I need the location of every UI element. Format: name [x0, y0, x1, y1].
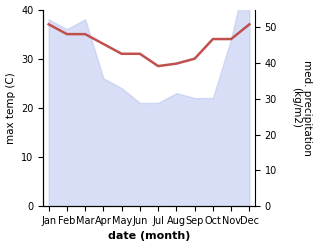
- X-axis label: date (month): date (month): [108, 231, 190, 242]
- Y-axis label: max temp (C): max temp (C): [5, 72, 16, 144]
- Y-axis label: med. precipitation
(kg/m2): med. precipitation (kg/m2): [291, 60, 313, 156]
